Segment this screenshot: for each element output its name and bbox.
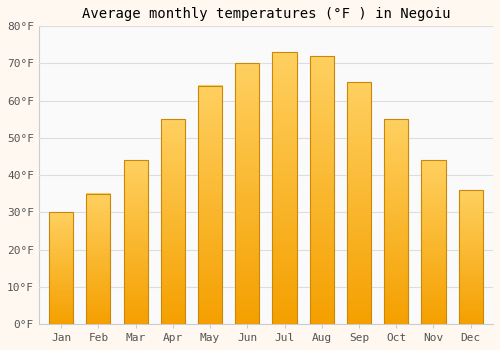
Bar bbox=[384, 119, 408, 324]
Bar bbox=[310, 56, 334, 324]
Bar bbox=[422, 160, 446, 324]
Bar bbox=[198, 86, 222, 324]
Bar bbox=[86, 194, 110, 324]
Bar bbox=[347, 82, 371, 324]
Bar bbox=[49, 212, 73, 324]
Title: Average monthly temperatures (°F ) in Negoiu: Average monthly temperatures (°F ) in Ne… bbox=[82, 7, 450, 21]
Bar bbox=[272, 52, 296, 324]
Bar bbox=[160, 119, 185, 324]
Bar bbox=[458, 190, 483, 324]
Bar bbox=[235, 63, 260, 324]
Bar bbox=[124, 160, 148, 324]
